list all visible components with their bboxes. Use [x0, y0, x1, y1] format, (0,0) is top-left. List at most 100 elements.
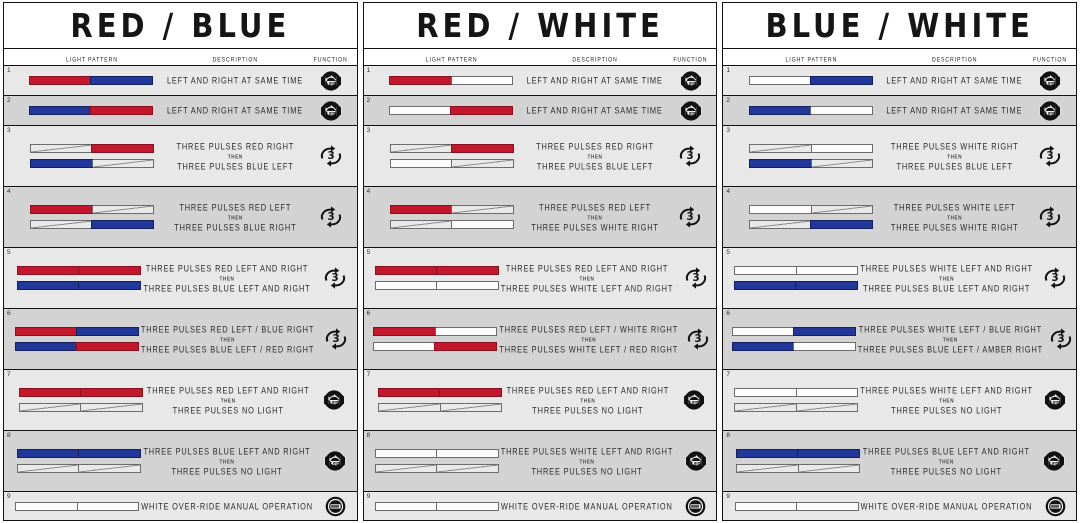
three-pulse-icon: 3 [326, 328, 347, 350]
light-bar [378, 403, 503, 412]
light-bar-half-blue [731, 342, 795, 351]
light-bar-half-white [735, 389, 796, 396]
light-bar-half-white [735, 267, 796, 274]
light-pattern-panel: RED / WHITE LIGHT PATTERN DESCRIPTION FUNCT… [362, 2, 718, 521]
row-number-text: 8 [726, 432, 730, 439]
table-row: 7 THREE PULSES RED LEFT AND RIGHT THEN THRE… [4, 370, 357, 431]
svg-text:LED: LED [326, 111, 336, 117]
light-pattern-cell [734, 370, 859, 430]
light-bar [374, 281, 499, 290]
light-bar-half-off [390, 221, 452, 228]
description-cell: LEFT AND RIGHT AT SAME TIME [884, 96, 1024, 125]
description-line: LEFT AND RIGHT AT SAME TIME [886, 105, 1023, 116]
description-cell: THREE PULSES WHITE LEFT AND RIGHT THEN THR… [499, 431, 675, 491]
column-header-row: LIGHT PATTERN DESCRIPTION FUNCTION [4, 49, 357, 66]
light-bar-half-off [31, 145, 92, 152]
light-bar [374, 464, 499, 473]
then-label: THEN [939, 275, 955, 281]
description-line: THREE PULSES WHITE LEFT AND RIGHT [860, 262, 1033, 274]
light-bar-half-off [735, 404, 796, 411]
function-cell: LED [305, 66, 357, 95]
row-number: 9 [723, 492, 734, 520]
alternate-flash-icon: LED [323, 390, 345, 410]
light-bar-half-off [80, 404, 142, 411]
light-bar-half-off [436, 465, 498, 472]
row-number: 5 [4, 248, 16, 308]
pattern-rows: 1 LEFT AND RIGHT AT SAME TIME LED 2 LEFT AND… [4, 66, 357, 520]
description-line: THREE PULSES BLUE LEFT AND RIGHT [143, 445, 311, 457]
then-label: THEN [579, 458, 595, 464]
light-bar [30, 144, 154, 153]
column-header-row: LIGHT PATTERN DESCRIPTION FUNCTION [723, 48, 1077, 66]
row-number-text: 8 [366, 432, 371, 439]
light-bar-half-white [436, 282, 498, 289]
svg-text:LED: LED [1051, 400, 1061, 406]
light-bar [30, 159, 154, 168]
row-number-text: 6 [726, 310, 730, 317]
three-pulse-icon: 3 [320, 145, 341, 167]
light-bar-half-off [17, 465, 79, 472]
description-line: THREE PULSES RED LEFT AND RIGHT [506, 384, 670, 396]
three-pulse-icon: 3 [688, 328, 709, 350]
column-header-function: FUNCTION [305, 48, 357, 66]
light-bar [734, 388, 859, 397]
function-cell: 3 [313, 248, 357, 308]
table-row: 2 LEFT AND RIGHT AT SAME TIME LED [4, 96, 357, 126]
description-cell: THREE PULSES WHITE LEFT AND RIGHT THEN THR… [858, 370, 1034, 430]
light-pattern-cell [16, 370, 145, 430]
description-line: LEFT AND RIGHT AT SAME TIME [886, 75, 1023, 86]
description-cell: LEFT AND RIGHT AT SAME TIME [165, 66, 305, 95]
light-bar-half-red [75, 342, 139, 351]
function-cell: LED [1024, 96, 1076, 125]
light-bar [734, 501, 859, 511]
light-bar [389, 75, 514, 86]
column-header-light-pattern: LIGHT PATTERN [737, 48, 885, 66]
light-pattern-cell [18, 187, 166, 247]
function-cell: LED [1032, 431, 1076, 491]
light-bar-half-blue [77, 281, 141, 290]
description-line: THREE PULSES WHITE RIGHT [890, 221, 1019, 233]
description-line: THREE PULSES NO LIGHT [891, 404, 1003, 416]
row-number-text: 9 [366, 493, 371, 500]
light-bar [389, 159, 514, 168]
light-bar [29, 105, 154, 116]
column-header-light-pattern: LIGHT PATTERN [18, 48, 166, 66]
description-cell: THREE PULSES WHITE LEFT / BLUE RIGHT THEN… [856, 309, 1045, 369]
function-cell [675, 492, 717, 520]
light-bar-half-off [737, 465, 798, 472]
light-bar-half-white [375, 450, 437, 457]
description-line: THREE PULSES BLUE LEFT / AMBER RIGHT [857, 343, 1043, 355]
row-number-text: 4 [7, 188, 11, 195]
function-cell: 3 [1045, 309, 1076, 369]
description-cell: THREE PULSES RED LEFT THEN THREE PULSES WH… [526, 187, 665, 247]
description-line: THREE PULSES NO LIGHT [890, 465, 1002, 477]
light-bar [731, 327, 856, 336]
svg-text:LED: LED [329, 400, 339, 406]
light-bar-half-red [77, 266, 141, 275]
light-pattern-cell [18, 126, 166, 186]
column-header-description: DESCRIPTION [166, 48, 305, 66]
table-row: 5 THREE PULSES RED LEFT AND RIGHT THEN THRE… [4, 248, 357, 309]
light-bar-half-off [379, 404, 440, 411]
svg-text:3: 3 [687, 211, 694, 223]
table-row: 1 LEFT AND RIGHT AT SAME TIME LED [363, 66, 717, 96]
light-pattern-cell [737, 187, 885, 247]
row-number-text: 5 [726, 249, 730, 256]
column-header-description: DESCRIPTION [885, 48, 1024, 66]
description-line: WHITE OVER-RIDE MANUAL OPERATION [860, 500, 1033, 512]
light-bar-half-red [434, 342, 498, 351]
then-label: THEN [942, 336, 958, 342]
description-line: THREE PULSES WHITE LEFT / RED RIGHT [499, 343, 679, 355]
panel-title-text: RED / WHITE [416, 6, 664, 45]
light-bar-half-red [435, 266, 499, 275]
light-bar [389, 220, 514, 229]
light-pattern-cell [378, 126, 526, 186]
light-bar [749, 220, 874, 229]
svg-text:3: 3 [327, 211, 334, 223]
alternate-flash-icon: LED [320, 70, 342, 91]
row-number-text: 3 [366, 127, 371, 134]
description-line: THREE PULSES WHITE RIGHT [531, 221, 659, 233]
light-bar [378, 388, 503, 397]
row-number-text: 9 [726, 493, 730, 500]
function-cell: LED [311, 370, 356, 430]
